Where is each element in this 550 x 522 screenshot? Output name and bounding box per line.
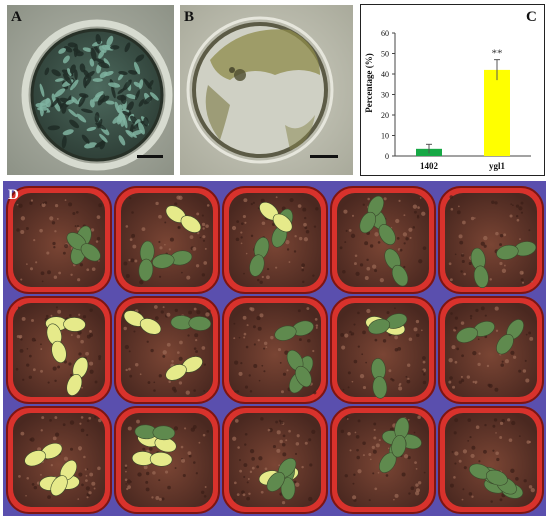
seedling-cotyledons bbox=[66, 357, 89, 396]
seedling-pot bbox=[6, 406, 112, 514]
seedling-cotyledons bbox=[165, 205, 202, 233]
seedling-pot bbox=[330, 406, 436, 514]
seedling-cotyledons bbox=[274, 320, 314, 341]
scale-bar bbox=[137, 155, 163, 158]
y-tick-label: 50 bbox=[381, 50, 389, 59]
seedling-pot bbox=[222, 186, 328, 294]
seedling-cotyledons bbox=[469, 463, 508, 486]
panel-label-b: B bbox=[184, 9, 195, 25]
seedling-tray-image bbox=[3, 181, 546, 516]
chloroplast-texture bbox=[35, 33, 159, 150]
seedling-cotyledons bbox=[456, 321, 495, 343]
seedling-cotyledons bbox=[24, 442, 63, 467]
scale-bar bbox=[310, 155, 338, 158]
seedling-cotyledons bbox=[134, 424, 176, 441]
x-tick-label: ygl1 bbox=[489, 161, 506, 171]
y-tick-label: 10 bbox=[381, 132, 389, 141]
seedling-pot bbox=[222, 296, 328, 404]
seedling-cotyledons bbox=[496, 241, 537, 260]
panel-label-a: A bbox=[11, 9, 22, 25]
seedling-cotyledons bbox=[259, 201, 293, 233]
y-tick-label: 60 bbox=[381, 29, 389, 38]
seedling-pot bbox=[222, 406, 328, 514]
seedling-cotyledons bbox=[249, 237, 270, 277]
seedling-cotyledons bbox=[496, 319, 524, 355]
seedling-cotyledons bbox=[266, 457, 297, 492]
x-tick-label: 1402 bbox=[420, 161, 439, 171]
seedling-cotyledons bbox=[123, 310, 162, 335]
panel-b-protoplast-micrograph: B bbox=[180, 5, 353, 175]
panel-a-protoplast-micrograph: A bbox=[7, 5, 174, 175]
y-tick-label: 30 bbox=[381, 91, 389, 100]
seedling-pot bbox=[6, 186, 112, 294]
percentage-bar-chart: 0 10 20 30 40 50 60 ** 1402 ygl1 Percentage (%) bbox=[364, 29, 531, 171]
seedling-cotyledons bbox=[359, 195, 384, 234]
seedling-cotyledons bbox=[50, 459, 78, 497]
panel-d-seedling-photo: D bbox=[3, 181, 546, 516]
seedling-cotyledons bbox=[165, 356, 203, 381]
seedling-cotyledons bbox=[46, 323, 67, 363]
seedling-pot bbox=[330, 186, 436, 294]
seedling-pot bbox=[330, 296, 436, 404]
seedling-cotyledons bbox=[368, 313, 408, 335]
y-tick-label: 20 bbox=[381, 111, 389, 120]
bar-ygl1 bbox=[484, 69, 510, 156]
seedling-cotyledons bbox=[66, 232, 101, 262]
seedling-pot bbox=[114, 186, 220, 294]
significance-annotation: ** bbox=[492, 48, 503, 60]
seedling-pot bbox=[114, 406, 220, 514]
seedling-cotyledons bbox=[384, 248, 409, 287]
y-axis-label: Percentage (%) bbox=[364, 53, 374, 113]
seedling-pot bbox=[438, 296, 544, 404]
seedling-cotyledons bbox=[131, 451, 173, 467]
y-tick-label: 0 bbox=[385, 152, 389, 161]
seedling-pot bbox=[438, 406, 544, 514]
protoplast-wildtype-image bbox=[7, 5, 174, 175]
panel-label-d: D bbox=[8, 187, 19, 203]
seedling-cotyledons bbox=[152, 250, 193, 269]
seedling-cotyledons bbox=[391, 417, 410, 458]
panel-label-c: C bbox=[526, 9, 537, 25]
protoplast-mutant-image bbox=[180, 5, 353, 175]
seedling-cotyledons bbox=[138, 240, 155, 282]
seedling-pot bbox=[114, 296, 220, 404]
seedling-cotyledons bbox=[286, 349, 312, 388]
seedling-pot bbox=[438, 186, 544, 294]
seedling-cotyledons bbox=[371, 358, 388, 399]
panel-c-bar-chart: 0 10 20 30 40 50 60 ** 1402 ygl1 Percentage (%)… bbox=[360, 4, 545, 176]
seedling-pot bbox=[6, 296, 112, 404]
seedling-cotyledons bbox=[170, 315, 212, 331]
seedling-cotyledons bbox=[470, 247, 489, 288]
y-tick-label: 40 bbox=[381, 70, 389, 79]
